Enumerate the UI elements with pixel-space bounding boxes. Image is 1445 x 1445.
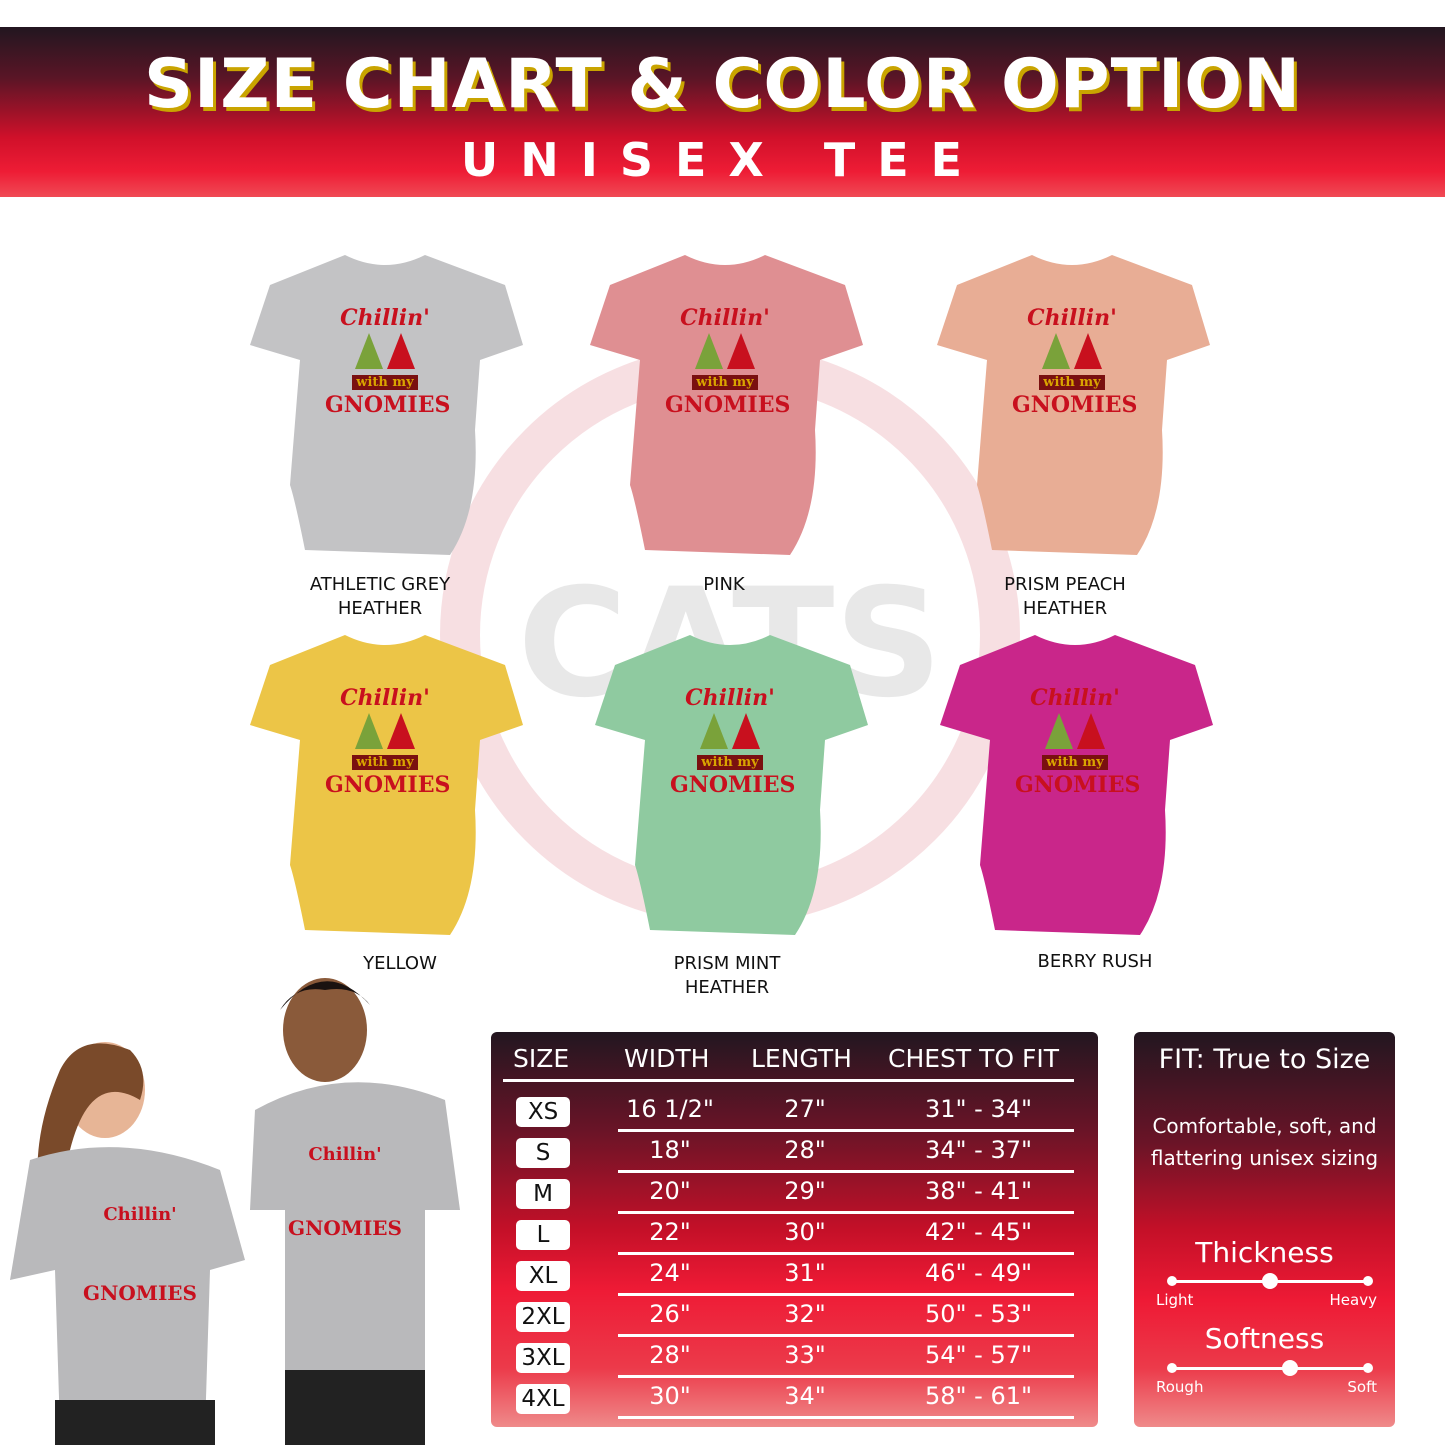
svg-text:Chillin': Chillin' xyxy=(103,1204,176,1225)
size-row: L 22" 30" 42" - 45" xyxy=(491,1217,1098,1258)
color-label: PINK xyxy=(703,574,745,595)
softness-label: Softness xyxy=(1204,1322,1325,1355)
color-label: BERRY RUSH xyxy=(1037,951,1153,972)
size-row: 2XL 26" 32" 50" - 53" xyxy=(491,1299,1098,1340)
width-cell: 26" xyxy=(649,1300,691,1328)
softness-meter xyxy=(1167,1360,1373,1376)
size-row: XS 16 1/2" 27" 31" - 34" xyxy=(491,1094,1098,1135)
size-row: 3XL 28" 33" 54" - 57" xyxy=(491,1340,1098,1381)
chest-cell: 42" - 45" xyxy=(924,1218,1033,1246)
size-row: S 18" 28" 34" - 37" xyxy=(491,1135,1098,1176)
length-cell: 32" xyxy=(784,1300,826,1328)
chest-cell: 31" - 34" xyxy=(924,1095,1033,1123)
row-divider xyxy=(618,1252,1074,1255)
length-cell: 33" xyxy=(784,1341,826,1369)
width-cell: 22" xyxy=(649,1218,691,1246)
row-divider xyxy=(618,1211,1074,1214)
page-subtitle: UNISEX TEE xyxy=(460,133,985,187)
thickness-min: Light xyxy=(1156,1291,1194,1309)
softness-min: Rough xyxy=(1156,1378,1204,1396)
header-length: LENGTH xyxy=(751,1044,852,1073)
tshirt-yellow: Chillin' with my GNOMIES xyxy=(245,630,525,940)
page-title: SIZE CHART & COLOR OPTION xyxy=(144,45,1301,124)
color-label: PRISM PEACH HEATHER xyxy=(1004,574,1126,619)
width-cell: 18" xyxy=(649,1136,691,1164)
thickness-label: Thickness xyxy=(1195,1236,1334,1269)
size-badge: L xyxy=(516,1220,570,1250)
size-badge: 4XL xyxy=(516,1384,570,1414)
row-divider xyxy=(618,1334,1074,1337)
width-cell: 28" xyxy=(649,1341,691,1369)
svg-text:GNOMIES: GNOMIES xyxy=(83,1281,197,1305)
shirt-design: Chillin' with my GNOMIES xyxy=(1015,685,1141,798)
size-badge: 3XL xyxy=(516,1343,570,1373)
shirt-design: Chillin' with my GNOMIES xyxy=(325,305,451,418)
color-label: ATHLETIC GREY HEATHER xyxy=(309,574,451,619)
shirt-design: Chillin' with my GNOMIES xyxy=(670,685,796,798)
size-row: 4XL 30" 34" 58" - 61" xyxy=(491,1381,1098,1422)
color-label: YELLOW xyxy=(363,953,437,974)
fit-panel: FIT: True to Size Comfortable, soft, and… xyxy=(1134,1032,1395,1427)
row-divider xyxy=(618,1416,1074,1419)
shirt-design: Chillin' with my GNOMIES xyxy=(665,305,791,418)
header-banner: SIZE CHART & COLOR OPTION UNISEX TEE xyxy=(0,27,1445,197)
length-cell: 28" xyxy=(784,1136,826,1164)
size-row: M 20" 29" 38" - 41" xyxy=(491,1176,1098,1217)
header-chest: CHEST TO FIT xyxy=(888,1044,1060,1073)
chest-cell: 38" - 41" xyxy=(924,1177,1033,1205)
color-label: PRISM MINT HEATHER xyxy=(673,953,781,998)
tshirt-pink: Chillin' with my GNOMIES xyxy=(585,250,865,560)
size-badge: 2XL xyxy=(516,1302,570,1332)
size-badge: M xyxy=(516,1179,570,1209)
chest-cell: 58" - 61" xyxy=(924,1382,1033,1410)
fit-title: FIT: True to Size xyxy=(1158,1044,1371,1075)
tshirt-prism-mint-heather: Chillin' with my GNOMIES xyxy=(590,630,870,940)
chest-cell: 46" - 49" xyxy=(924,1259,1033,1287)
length-cell: 31" xyxy=(784,1259,826,1287)
tshirt-athletic-grey-heather: Chillin' with my GNOMIES xyxy=(245,250,525,560)
length-cell: 30" xyxy=(784,1218,826,1246)
length-cell: 29" xyxy=(784,1177,826,1205)
chest-cell: 34" - 37" xyxy=(924,1136,1033,1164)
width-cell: 30" xyxy=(649,1382,691,1410)
row-divider xyxy=(618,1375,1074,1378)
chest-cell: 54" - 57" xyxy=(924,1341,1033,1369)
female-model-photo: Chillin' GNOMIES xyxy=(10,1042,245,1445)
size-badge: S xyxy=(516,1138,570,1168)
size-chart-table: SIZE WIDTH LENGTH CHEST TO FIT XS 16 1/2… xyxy=(491,1032,1098,1427)
size-badge: XS xyxy=(516,1097,570,1127)
width-cell: 24" xyxy=(649,1259,691,1287)
size-badge: XL xyxy=(516,1261,570,1291)
row-divider xyxy=(618,1129,1074,1132)
tshirt-berry-rush: Chillin' with my GNOMIES xyxy=(935,630,1215,940)
length-cell: 34" xyxy=(784,1382,826,1410)
thickness-meter xyxy=(1167,1273,1373,1289)
row-divider xyxy=(618,1170,1074,1173)
header-width: WIDTH xyxy=(624,1044,710,1073)
softness-max: Soft xyxy=(1347,1378,1377,1396)
thickness-max: Heavy xyxy=(1329,1291,1377,1309)
thickness-knob xyxy=(1262,1273,1278,1289)
row-divider xyxy=(618,1293,1074,1296)
header-size: SIZE xyxy=(513,1044,570,1073)
tshirt-prism-peach-heather: Chillin' with my GNOMIES xyxy=(932,250,1212,560)
width-cell: 20" xyxy=(649,1177,691,1205)
chest-cell: 50" - 53" xyxy=(924,1300,1033,1328)
size-row: XL 24" 31" 46" - 49" xyxy=(491,1258,1098,1299)
svg-text:Chillin': Chillin' xyxy=(308,1144,381,1165)
svg-text:GNOMIES: GNOMIES xyxy=(288,1216,402,1240)
softness-knob xyxy=(1282,1360,1298,1376)
shirt-design: Chillin' with my GNOMIES xyxy=(1012,305,1138,418)
width-cell: 16 1/2" xyxy=(626,1095,714,1123)
header-divider xyxy=(503,1079,1074,1082)
fit-description: Comfortable, soft, and flattering unisex… xyxy=(1150,1114,1379,1170)
length-cell: 27" xyxy=(784,1095,826,1123)
male-model-photo: Chillin' GNOMIES xyxy=(250,978,460,1445)
shirt-design: Chillin' with my GNOMIES xyxy=(325,685,451,798)
